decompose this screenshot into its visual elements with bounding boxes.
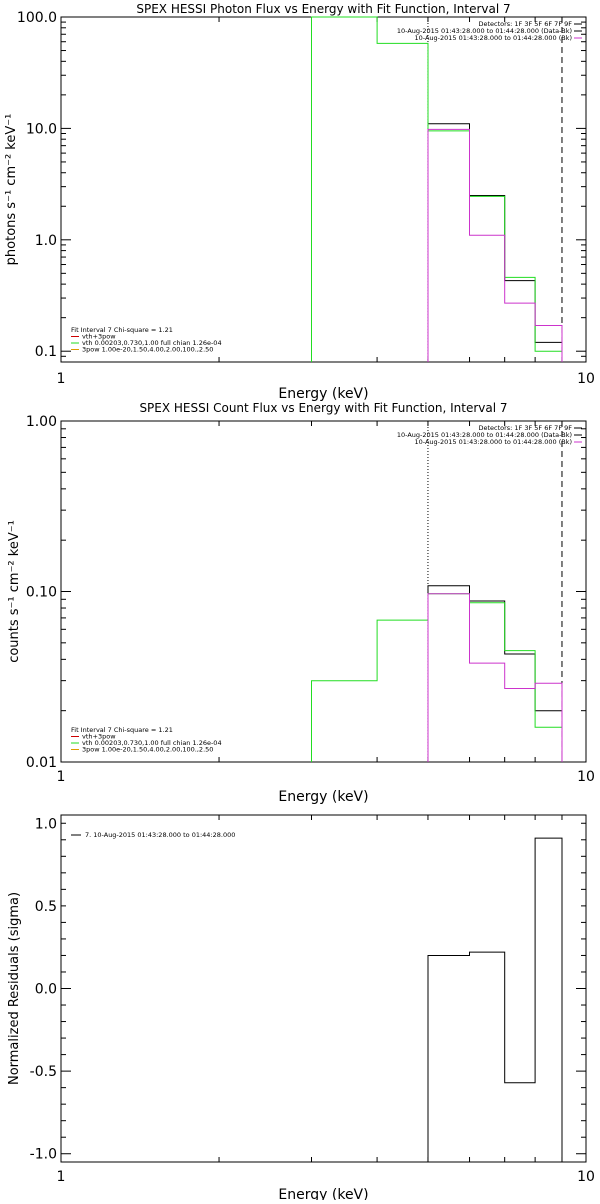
series-histogram-1-3	[427, 128, 563, 362]
y-tick-label: 0.5	[35, 899, 57, 915]
series-histogram-2-3	[427, 593, 563, 762]
legend-text: Fit Interval 7 Chi-square = 1.21	[71, 326, 173, 334]
x-tick-label: 1	[57, 371, 66, 387]
chart-title-1: SPEX HESSI Photon Flux vs Energy with Fi…	[136, 2, 510, 16]
x-axis-label-1: Energy (keV)	[278, 386, 368, 402]
y-axis-label-3: Normalized Residuals (sigma)	[7, 892, 22, 1085]
legend-text: vth 0.00203,0.730,1.00 full chian 1.26e-…	[82, 739, 222, 747]
y-tick-label: 100.0	[17, 10, 57, 26]
plot-frame-2	[60, 420, 587, 763]
y-tick-label: -1.0	[30, 1147, 57, 1163]
x-axis-label-2: Energy (keV)	[278, 789, 368, 805]
legend-text: vth+3pow	[82, 733, 116, 741]
legend-text: 3pow 1.00e-20,1.50,4.00,2.00,100.,2.50	[82, 746, 213, 754]
plot-frame-3	[60, 814, 587, 1163]
y-axis-label-2: counts s⁻¹ cm⁻² keV⁻¹	[7, 520, 22, 663]
x-tick-label: 10	[577, 769, 595, 785]
legend-text: vth+3pow	[82, 333, 116, 341]
legend-text: Fit Interval 7 Chi-square = 1.21	[71, 726, 173, 734]
y-tick-label: 1.0	[35, 816, 57, 832]
y-tick-label: -0.5	[30, 1064, 57, 1080]
legend-text: vth 0.00203,0.730,1.00 full chian 1.26e-…	[82, 339, 222, 347]
series-histogram-2-2	[311, 593, 563, 762]
series-histogram-3-1	[427, 837, 563, 1162]
y-tick-label: 10.0	[26, 121, 57, 137]
y-tick-label: 0.0	[35, 982, 57, 998]
series-histogram-1-1	[427, 123, 563, 362]
plot-frame-1	[60, 16, 587, 363]
series-histogram-2-1	[427, 585, 563, 762]
header-text: Detectors: 1F 3F 5F 6F 7F 9F	[478, 424, 572, 432]
header-text: 10-Aug-2015 01:43:28.000 to 01:44:28.000…	[397, 27, 572, 35]
chart-title-2: SPEX HESSI Count Flux vs Energy with Fit…	[139, 401, 507, 415]
y-tick-label: 1.00	[26, 414, 57, 430]
y-tick-label: 0.1	[35, 344, 57, 360]
x-tick-label: 10	[577, 371, 595, 387]
x-axis-label-3: Energy (keV)	[278, 1187, 368, 1200]
legend-text: 3pow 1.00e-20,1.50,4.00,2.00,100.,2.50	[82, 346, 213, 354]
x-tick-label: 10	[577, 1169, 595, 1185]
y-tick-label: 0.01	[26, 755, 57, 771]
x-tick-label: 1	[57, 1169, 66, 1185]
header-text: 10-Aug-2015 01:43:28.000 to 01:44:28.000…	[397, 431, 572, 439]
y-axis-label-1: photons s⁻¹ cm⁻² keV⁻¹	[4, 114, 19, 266]
header-text: Detectors: 1F 3F 5F 6F 7F 9F	[478, 20, 572, 28]
y-tick-label: 1.0	[35, 233, 57, 249]
series-histogram-1-2	[311, 16, 563, 362]
header-text: 10-Aug-2015 01:43:28.000 to 01:44:28.000…	[415, 34, 572, 42]
legend-text: 7. 10-Aug-2015 01:43:28.000 to 01:44:28.…	[85, 831, 235, 839]
x-tick-label: 1	[57, 769, 66, 785]
y-tick-label: 0.10	[26, 585, 57, 601]
header-text: 10-Aug-2015 01:43:28.000 to 01:44:28.000…	[415, 438, 572, 446]
